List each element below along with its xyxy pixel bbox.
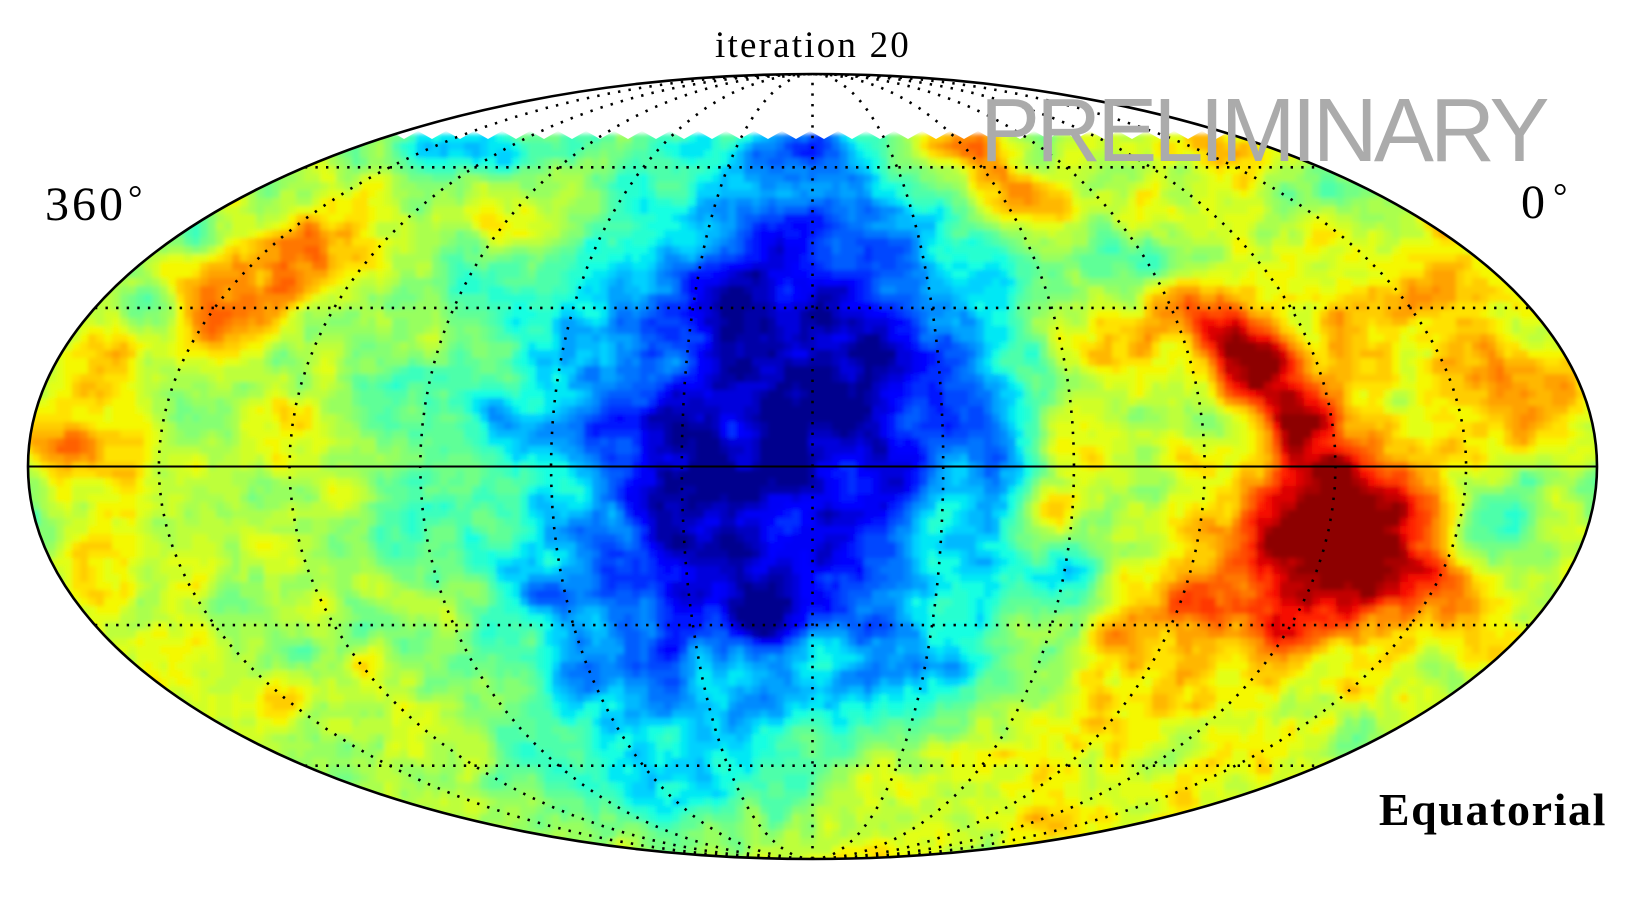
svg-text:0°: 0 ° (1521, 176, 1570, 229)
svg-text:360°: 360° (45, 178, 145, 231)
svg-text:iteration 20: iteration 20 (715, 25, 911, 66)
svg-text:PRELIMINARY: PRELIMINARY (980, 81, 1548, 181)
svg-text:Equatorial: Equatorial (1379, 784, 1607, 835)
